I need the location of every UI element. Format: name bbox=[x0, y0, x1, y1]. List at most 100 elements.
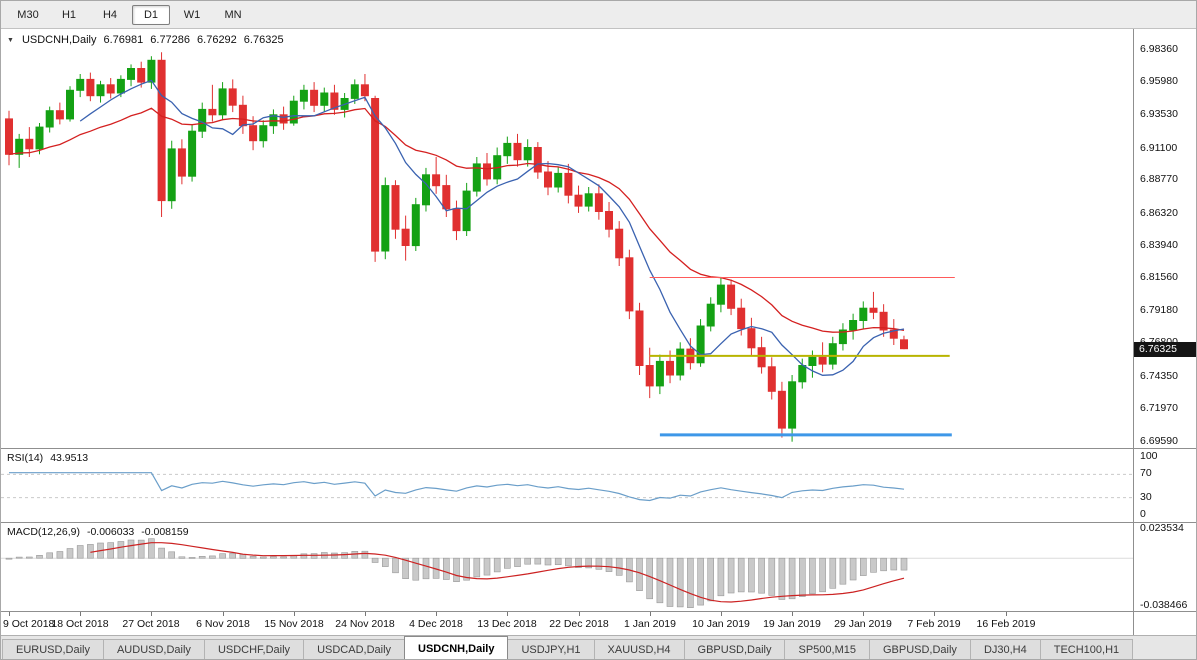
rsi-name: RSI(14) bbox=[7, 452, 44, 464]
date-tick bbox=[9, 612, 10, 616]
macd-name: MACD(12,26,9) bbox=[7, 526, 80, 538]
date-tick bbox=[721, 612, 722, 616]
macd-signal-line bbox=[90, 542, 905, 603]
macd-canvas[interactable] bbox=[1, 523, 1133, 611]
date-axis-label: 19 Jan 2019 bbox=[763, 618, 821, 630]
chart-tab-usdjpy-h1[interactable]: USDJPY,H1 bbox=[507, 639, 595, 659]
price-axis-label: 6.74350 bbox=[1140, 370, 1178, 382]
chevron-down-icon: ▼ bbox=[7, 36, 14, 44]
axis-separator bbox=[1133, 29, 1134, 635]
date-axis-label: 7 Feb 2019 bbox=[907, 618, 961, 630]
date-tick bbox=[365, 612, 366, 616]
date-tick bbox=[294, 612, 295, 616]
price-axis-label: 6.95980 bbox=[1140, 75, 1178, 87]
date-axis-label: 13 Dec 2018 bbox=[477, 618, 537, 630]
price-axis-label: 6.83940 bbox=[1140, 239, 1178, 251]
ohlc-open: 6.76981 bbox=[103, 34, 144, 46]
date-axis-label: 24 Nov 2018 bbox=[335, 618, 395, 630]
date-tick bbox=[151, 612, 152, 616]
chart-tab-audusd-daily[interactable]: AUDUSD,Daily bbox=[102, 639, 205, 659]
date-axis-label: 15 Nov 2018 bbox=[264, 618, 324, 630]
date-axis-label: 4 Dec 2018 bbox=[409, 618, 463, 630]
price-axis-label: 6.86320 bbox=[1140, 207, 1178, 219]
price-axis-label: 6.81560 bbox=[1140, 271, 1178, 283]
chart-tab-xauusd-h4[interactable]: XAUUSD,H4 bbox=[593, 639, 685, 659]
date-axis-label: 1 Jan 2019 bbox=[624, 618, 676, 630]
timeframe-button-w1[interactable]: W1 bbox=[183, 8, 201, 21]
price-axis-label: 6.69590 bbox=[1140, 435, 1178, 447]
price-axis[interactable]: 6.98360 6.95980 6.93530 6.91100 6.88770 6.863… bbox=[1134, 29, 1196, 635]
price-axis-label: 6.71970 bbox=[1140, 402, 1178, 414]
chart-tab-dj30-h4[interactable]: DJ30,H4 bbox=[969, 639, 1041, 659]
date-axis-label: 27 Oct 2018 bbox=[122, 618, 180, 630]
chart-symbol-label: USDCNH,Daily bbox=[21, 34, 97, 46]
rsi-line bbox=[9, 472, 905, 502]
timeframe-button-mn[interactable]: MN bbox=[224, 8, 242, 21]
macd-panel[interactable]: MACD(12,26,9) -0.006033 -0.008159 bbox=[1, 522, 1196, 611]
chart-tab-usdcnh-daily[interactable]: USDCNH,Daily bbox=[404, 636, 509, 659]
price-chart-canvas[interactable] bbox=[1, 29, 1133, 448]
macd-main-value: -0.006033 bbox=[86, 526, 135, 538]
macd-histogram bbox=[5, 538, 908, 609]
current-price-badge: 6.76325 bbox=[1134, 342, 1196, 357]
chart-tab-gbpusd-daily[interactable]: GBPUSD,Daily bbox=[868, 639, 971, 659]
timeframe-button-h1[interactable]: H1 bbox=[61, 8, 77, 21]
rsi-label: RSI(14) 43.9513 bbox=[7, 452, 88, 464]
date-tick bbox=[436, 612, 437, 616]
ma-slow-line bbox=[8, 107, 905, 333]
rsi-axis-label: 70 bbox=[1140, 467, 1152, 479]
price-axis-label: 6.93530 bbox=[1140, 108, 1178, 120]
rsi-axis-label: 100 bbox=[1140, 450, 1158, 462]
price-axis-label: 6.98360 bbox=[1140, 43, 1178, 55]
date-tick bbox=[507, 612, 508, 616]
price-axis-label: 6.88770 bbox=[1140, 173, 1178, 185]
chart-area[interactable]: ▼ USDCNH,Daily 6.76981 6.77286 6.76292 6… bbox=[1, 29, 1196, 635]
rsi-panel[interactable]: RSI(14) 43.9513 bbox=[1, 448, 1196, 522]
price-axis-label: 6.91100 bbox=[1140, 142, 1178, 154]
ohlc-low: 6.76292 bbox=[197, 34, 237, 46]
price-panel[interactable]: ▼ USDCNH,Daily 6.76981 6.77286 6.76292 6… bbox=[1, 29, 1196, 448]
date-axis-label: 9 Oct 2018 bbox=[3, 618, 55, 630]
date-tick bbox=[934, 612, 935, 616]
date-axis-label: 16 Feb 2019 bbox=[976, 618, 1036, 630]
chart-tabs-bar: EURUSD,Daily AUDUSD,Daily USDCHF,Daily USDC… bbox=[1, 635, 1196, 659]
date-axis-label: 10 Jan 2019 bbox=[692, 618, 750, 630]
macd-axis-label: -0.038466 bbox=[1140, 599, 1188, 611]
chart-tab-tech100-h1[interactable]: TECH100,H1 bbox=[1039, 639, 1134, 659]
timeframe-button-m30[interactable]: M30 bbox=[17, 8, 39, 21]
rsi-axis-label: 0 bbox=[1140, 508, 1146, 520]
date-tick bbox=[650, 612, 651, 616]
chart-tab-eurusd-daily[interactable]: EURUSD,Daily bbox=[2, 639, 104, 659]
timeframe-toolbar: M30 H1 H4 D1 W1 MN bbox=[1, 1, 1196, 29]
rsi-canvas[interactable] bbox=[1, 449, 1133, 522]
chart-title: ▼ USDCNH,Daily 6.76981 6.77286 6.76292 6… bbox=[7, 34, 284, 46]
timeframe-button-d1[interactable]: D1 bbox=[132, 4, 170, 25]
ohlc-close: 6.76325 bbox=[243, 34, 284, 46]
ma-fast-line bbox=[79, 79, 905, 376]
macd-label: MACD(12,26,9) -0.006033 -0.008159 bbox=[7, 526, 189, 538]
date-tick bbox=[792, 612, 793, 616]
candles-layer bbox=[5, 52, 908, 442]
rsi-axis-label: 30 bbox=[1140, 491, 1152, 503]
date-axis[interactable]: 9 Oct 2018 18 Oct 2018 27 Oct 2018 6 Nov 20… bbox=[1, 611, 1196, 635]
chart-tab-usdchf-daily[interactable]: USDCHF,Daily bbox=[203, 639, 305, 659]
date-axis-label: 22 Dec 2018 bbox=[549, 618, 609, 630]
date-axis-label: 6 Nov 2018 bbox=[196, 618, 250, 630]
macd-axis-label: 0.023534 bbox=[1140, 522, 1184, 534]
rsi-value: 43.9513 bbox=[50, 452, 89, 464]
price-axis-label: 6.79180 bbox=[1140, 304, 1178, 316]
date-tick bbox=[579, 612, 580, 616]
date-tick bbox=[223, 612, 224, 616]
date-tick bbox=[863, 612, 864, 616]
date-axis-label: 29 Jan 2019 bbox=[834, 618, 892, 630]
macd-signal-value: -0.008159 bbox=[141, 526, 189, 538]
timeframe-button-h4[interactable]: H4 bbox=[102, 8, 118, 21]
date-tick bbox=[1006, 612, 1007, 616]
date-tick bbox=[80, 612, 81, 616]
chart-tab-gbpusd-daily[interactable]: GBPUSD,Daily bbox=[683, 639, 786, 659]
ohlc-high: 6.77286 bbox=[150, 34, 191, 46]
date-axis-label: 18 Oct 2018 bbox=[51, 618, 109, 630]
chart-tab-sp500-m15[interactable]: SP500,M15 bbox=[784, 639, 870, 659]
chart-tab-usdcad-daily[interactable]: USDCAD,Daily bbox=[303, 639, 406, 659]
